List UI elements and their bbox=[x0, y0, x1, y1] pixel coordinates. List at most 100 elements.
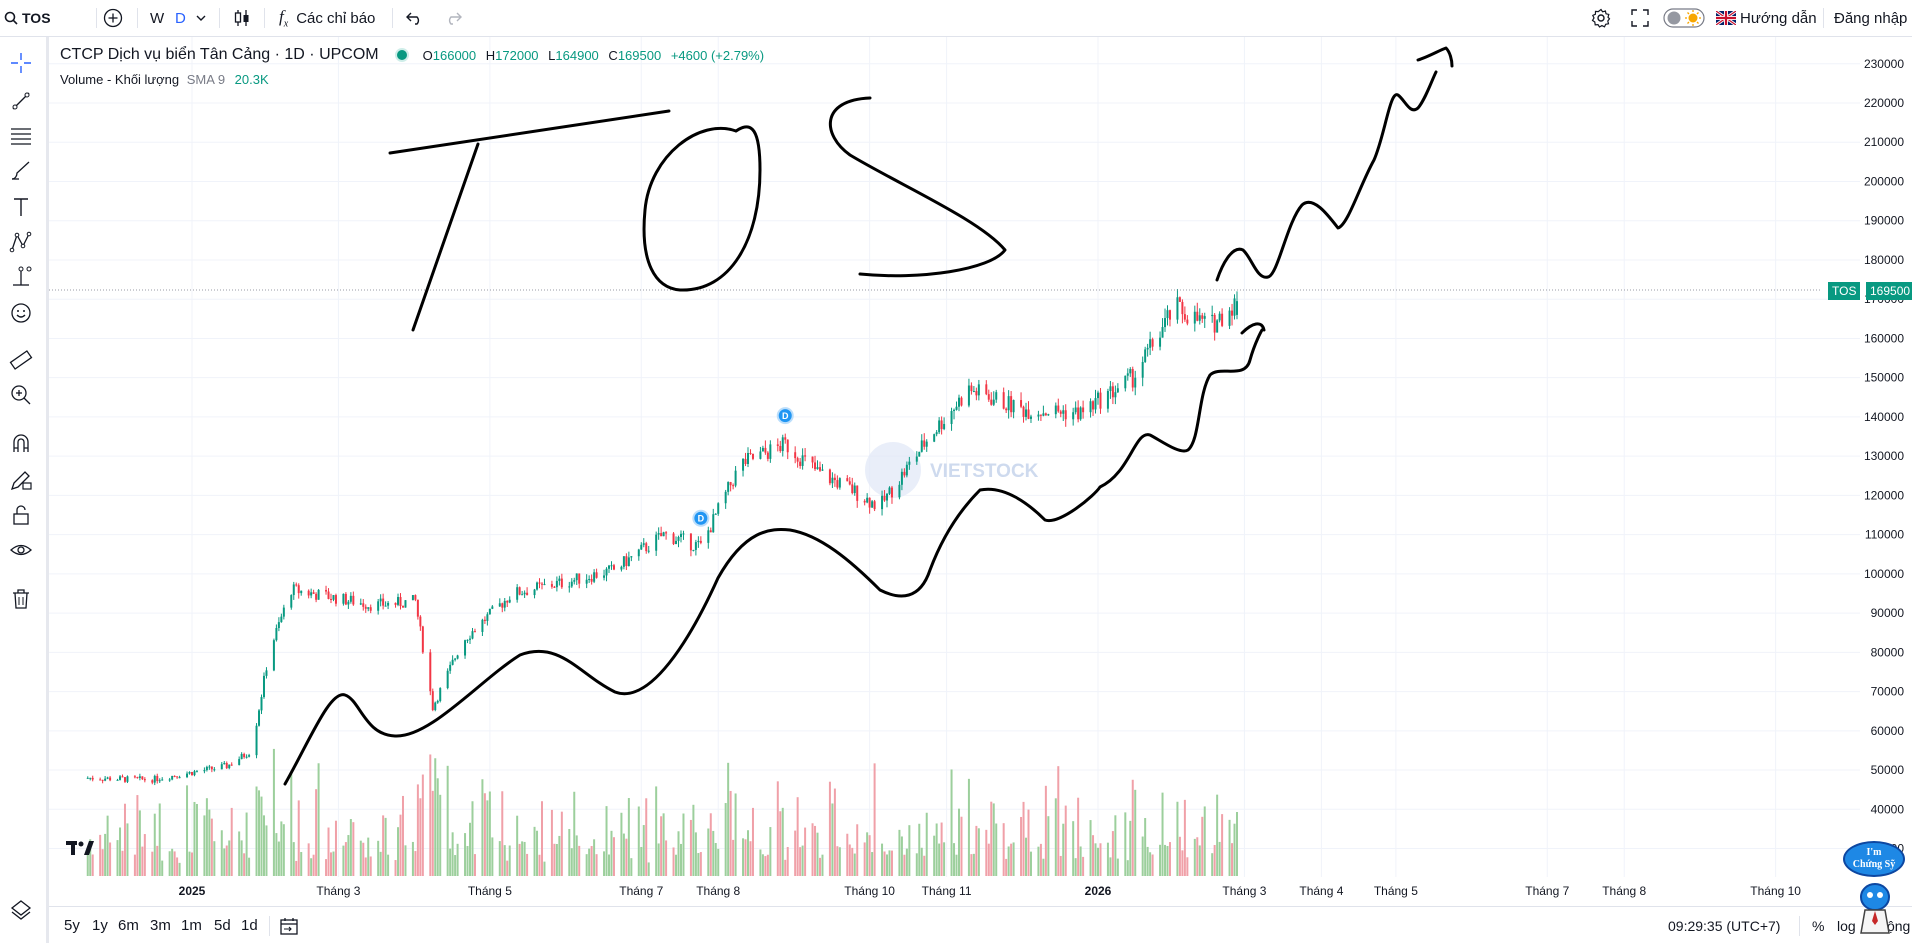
volume-bar bbox=[141, 846, 144, 876]
candle-body bbox=[764, 447, 767, 453]
hand-drawn-annotation bbox=[283, 46, 1454, 786]
candle-body bbox=[451, 659, 454, 665]
log-toggle[interactable]: log bbox=[1837, 907, 1856, 944]
fib-tool[interactable] bbox=[7, 122, 35, 150]
volume-bar bbox=[734, 793, 737, 876]
volume-bar bbox=[950, 769, 953, 876]
redo-button[interactable] bbox=[444, 0, 462, 36]
volume-bar bbox=[769, 827, 772, 876]
volume-label[interactable]: Volume - Khối lượng bbox=[60, 72, 180, 87]
volume-bar bbox=[469, 822, 472, 876]
volume-bar bbox=[814, 825, 817, 876]
candle-body bbox=[955, 406, 958, 410]
crosshair-tool[interactable] bbox=[7, 49, 35, 77]
symbol-search[interactable]: TOS bbox=[4, 0, 51, 36]
drawn-uptrend-lower bbox=[283, 328, 1264, 786]
dividend-markers[interactable]: DD bbox=[692, 407, 794, 527]
y-tick-label: 140000 bbox=[1864, 410, 1904, 424]
goto-date-button[interactable] bbox=[279, 907, 299, 944]
tradingview-logo[interactable] bbox=[64, 836, 96, 860]
interval-dropdown[interactable] bbox=[196, 0, 206, 36]
candle-body bbox=[411, 595, 414, 601]
volume-bar bbox=[300, 852, 303, 876]
interval-w-button[interactable]: W bbox=[150, 0, 164, 36]
candle-body bbox=[747, 453, 750, 464]
y-tick-label: 230000 bbox=[1864, 57, 1904, 71]
volume-bar bbox=[856, 824, 859, 876]
pattern-tool[interactable] bbox=[7, 228, 35, 256]
price-tag-value: 169500 bbox=[1870, 284, 1911, 298]
range-6m[interactable]: 6m bbox=[118, 907, 139, 944]
brush-tool[interactable] bbox=[7, 157, 35, 185]
percent-toggle[interactable]: % bbox=[1812, 907, 1824, 944]
hide-drawings-tool[interactable] bbox=[7, 536, 35, 564]
time-axis[interactable]: 2025 Tháng 3 Tháng 5 Tháng 7 Tháng 8 Tháng 10… bbox=[179, 884, 1802, 898]
login-button[interactable]: Đăng nhập bbox=[1834, 0, 1907, 36]
candle-body bbox=[833, 477, 836, 481]
text-tool[interactable] bbox=[7, 193, 35, 221]
volume-bar bbox=[960, 816, 963, 876]
fx-icon: fx bbox=[279, 6, 289, 30]
volume-bar bbox=[454, 855, 457, 876]
guide-link[interactable]: Hướng dẫn bbox=[1716, 0, 1817, 36]
range-5d-label: 5d bbox=[214, 917, 231, 934]
candle-body bbox=[709, 530, 712, 533]
lock-drawings-tool[interactable] bbox=[7, 466, 35, 494]
projection-tool[interactable] bbox=[7, 263, 35, 291]
delete-drawings-tool[interactable] bbox=[7, 585, 35, 613]
volume-bar bbox=[863, 842, 866, 876]
candle-body bbox=[677, 536, 680, 541]
candle-body bbox=[751, 453, 754, 459]
candle-body bbox=[516, 587, 519, 600]
undo-button[interactable] bbox=[406, 0, 424, 36]
candle-body bbox=[923, 440, 926, 447]
compare-button[interactable] bbox=[103, 0, 123, 36]
measure-tool[interactable] bbox=[7, 346, 35, 374]
price-axis[interactable]: 2300002200002100002000001900001800001700… bbox=[1864, 57, 1904, 856]
range-5y[interactable]: 5y bbox=[64, 907, 80, 944]
lock-tool[interactable] bbox=[7, 501, 35, 529]
fullscreen-button[interactable] bbox=[1631, 0, 1649, 36]
volume-bar bbox=[153, 813, 156, 876]
candle-body bbox=[265, 670, 268, 676]
candle-body bbox=[1193, 311, 1196, 324]
candle-body bbox=[1236, 301, 1239, 315]
magnet-tool[interactable] bbox=[7, 430, 35, 458]
symbol-title[interactable]: CTCP Dịch vụ biển Tân Cảng · 1D · UPCOM bbox=[60, 46, 379, 63]
y-tick-label: 210000 bbox=[1864, 135, 1904, 149]
candle-body bbox=[225, 762, 228, 769]
theme-toggle[interactable] bbox=[1663, 0, 1705, 36]
indicators-button[interactable]: fx Các chỉ báo bbox=[279, 0, 375, 36]
range-1m[interactable]: 1m bbox=[181, 907, 202, 944]
dividend-marker[interactable] bbox=[776, 407, 794, 425]
range-5d[interactable]: 5d bbox=[214, 907, 231, 944]
volume-bar bbox=[228, 840, 231, 876]
interval-d-button[interactable]: D bbox=[175, 0, 186, 36]
candle-body bbox=[223, 762, 226, 765]
volume-bar bbox=[352, 822, 355, 876]
clock[interactable]: 09:29:35 (UTC+7) bbox=[1668, 907, 1780, 944]
drawn-letter-t-bar bbox=[388, 109, 671, 155]
y-tick-label: 130000 bbox=[1864, 449, 1904, 463]
range-3m[interactable]: 3m bbox=[150, 907, 171, 944]
candle-body bbox=[814, 462, 817, 470]
trend-line-tool[interactable] bbox=[7, 87, 35, 115]
candle-body bbox=[382, 598, 385, 606]
emoji-tool[interactable] bbox=[7, 299, 35, 327]
eye-icon bbox=[10, 544, 32, 556]
range-1d[interactable]: 1d bbox=[241, 907, 258, 944]
settings-button[interactable] bbox=[1591, 0, 1611, 36]
range-1y[interactable]: 1y bbox=[92, 907, 108, 944]
top-toolbar: TOS W D fx Các chỉ báo Hướng dẫn Đăng nh… bbox=[0, 0, 1912, 37]
mascot-badge[interactable]: I'm Chứng Sỹ bbox=[1843, 841, 1905, 941]
candle-body bbox=[1166, 310, 1169, 319]
volume-bar bbox=[1106, 842, 1109, 876]
dividend-marker[interactable] bbox=[692, 509, 710, 527]
object-tree-tool[interactable] bbox=[7, 896, 35, 924]
candle-body bbox=[342, 593, 345, 604]
volume-bar bbox=[776, 781, 779, 876]
candle-body bbox=[1129, 369, 1132, 374]
chart-type-button[interactable] bbox=[232, 0, 252, 36]
zoom-tool[interactable] bbox=[7, 381, 35, 409]
